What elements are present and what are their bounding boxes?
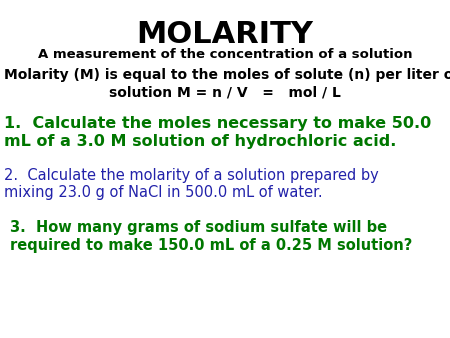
Text: required to make 150.0 mL of a 0.25 M solution?: required to make 150.0 mL of a 0.25 M so…	[10, 238, 412, 253]
Text: 2.  Calculate the molarity of a solution prepared by: 2. Calculate the molarity of a solution …	[4, 168, 379, 183]
Text: Molarity (M) is equal to the moles of solute (n) per liter of: Molarity (M) is equal to the moles of so…	[4, 68, 450, 82]
Text: MOLARITY: MOLARITY	[136, 20, 314, 49]
Text: mixing 23.0 g of NaCl in 500.0 mL of water.: mixing 23.0 g of NaCl in 500.0 mL of wat…	[4, 185, 323, 200]
Text: mL of a 3.0 M solution of hydrochloric acid.: mL of a 3.0 M solution of hydrochloric a…	[4, 134, 396, 149]
Text: 3.  How many grams of sodium sulfate will be: 3. How many grams of sodium sulfate will…	[10, 220, 387, 235]
Text: A measurement of the concentration of a solution: A measurement of the concentration of a …	[38, 48, 412, 61]
Text: 1.  Calculate the moles necessary to make 50.0: 1. Calculate the moles necessary to make…	[4, 116, 431, 131]
Text: solution M = n / V   =   mol / L: solution M = n / V = mol / L	[109, 86, 341, 100]
